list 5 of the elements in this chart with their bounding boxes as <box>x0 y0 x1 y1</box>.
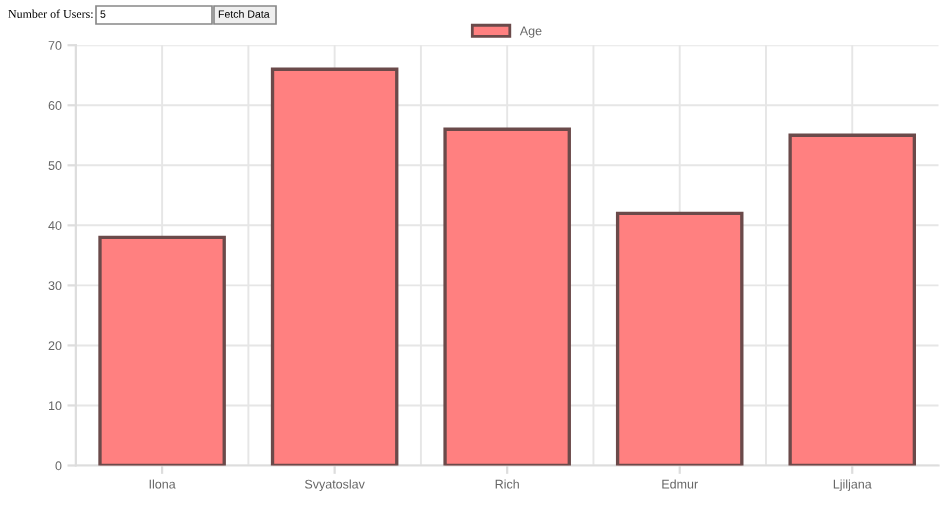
bar <box>615 211 744 466</box>
bar <box>270 67 399 466</box>
bar <box>788 133 917 466</box>
bar <box>443 127 571 466</box>
bar <box>98 235 226 466</box>
